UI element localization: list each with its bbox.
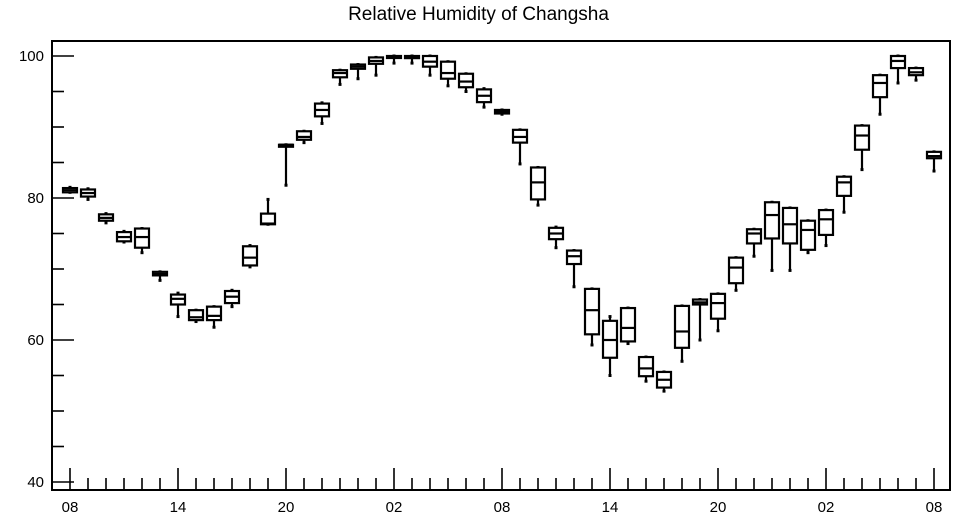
box-plot-item — [817, 208, 835, 248]
box-plot-item — [673, 304, 691, 363]
box-plot-item — [403, 54, 421, 65]
box-plot-item — [475, 87, 493, 109]
box-body — [817, 208, 835, 237]
box-plot-item — [457, 72, 475, 93]
box-plot-item — [781, 206, 799, 272]
box-series — [61, 54, 943, 393]
box-plot-item — [223, 288, 241, 309]
box-plot-item — [799, 219, 817, 255]
box-plot-item — [691, 298, 709, 342]
x-tick-label: 08 — [494, 499, 511, 516]
box-body — [241, 245, 259, 267]
box-plot-item — [439, 60, 457, 88]
box-plot-item — [511, 128, 529, 166]
box-plot-item — [763, 200, 781, 272]
box-plot-item — [241, 244, 259, 269]
box-plot-item — [331, 68, 349, 86]
box-body — [439, 60, 457, 80]
box-plot-item — [313, 101, 331, 125]
box-body — [781, 206, 799, 245]
box-plot-item — [565, 249, 583, 289]
box-body — [709, 292, 727, 320]
box-plot-item — [889, 54, 907, 85]
box-plot-item — [709, 292, 727, 333]
box-plot-item — [619, 306, 637, 346]
box-body — [205, 305, 223, 322]
box-plot-item — [853, 124, 871, 172]
x-tick-label: 20 — [710, 499, 727, 516]
box-body — [835, 175, 853, 197]
box-plot-item — [493, 108, 511, 116]
x-axis: 08 14 20 02 08 14 20 02 08 — [62, 468, 943, 516]
box-plot-item — [637, 355, 655, 383]
box-body — [295, 130, 313, 141]
box-plot-item — [385, 54, 403, 65]
box-plot-item — [295, 129, 313, 145]
box-plot-item — [133, 227, 151, 255]
box-plot-item — [151, 270, 169, 282]
x-tick-label: 14 — [170, 499, 187, 516]
box-plot-item — [601, 315, 619, 377]
box-plot-item — [61, 185, 79, 194]
box-plot-item — [97, 212, 115, 225]
box-plot-item — [349, 63, 367, 81]
box-body — [745, 228, 763, 245]
box-body — [727, 256, 745, 285]
y-axis: 40 60 80 100 — [19, 48, 74, 491]
x-tick-label: 02 — [386, 499, 403, 516]
x-tick-label: 14 — [602, 499, 619, 516]
box-plot-item — [277, 143, 295, 187]
box-body — [637, 355, 655, 378]
box-plot-item — [583, 287, 601, 347]
box-body — [853, 124, 871, 151]
box-plot-item — [925, 150, 943, 173]
box-plot-item — [169, 291, 187, 319]
box-plot-item — [547, 225, 565, 250]
plot-frame — [51, 40, 951, 491]
box-plot-item — [205, 305, 223, 329]
box-plot-item — [529, 165, 547, 207]
x-tick-label: 08 — [62, 499, 79, 516]
box-plot-item — [187, 308, 205, 324]
y-tick-label: 80 — [27, 190, 44, 207]
box-plot-item — [367, 55, 385, 77]
box-plot-item — [835, 175, 853, 214]
box-body — [871, 74, 889, 99]
box-plot-item — [727, 256, 745, 292]
box-plot-item — [655, 370, 673, 393]
box-body — [187, 309, 205, 322]
box-body — [673, 304, 691, 349]
box-plot-item — [871, 73, 889, 116]
x-tick-label: 08 — [926, 499, 943, 516]
box-plot-item — [907, 66, 925, 82]
box-plot-item — [79, 187, 97, 201]
box-body — [619, 306, 637, 343]
box-body — [583, 287, 601, 336]
box-plot-item — [259, 197, 277, 226]
box-plot-item — [421, 54, 439, 77]
box-plot-item — [745, 227, 763, 258]
x-tick-label: 20 — [278, 499, 295, 516]
box-body — [763, 201, 781, 240]
box-plot-item — [115, 229, 133, 244]
box-body — [799, 219, 817, 251]
chart-title: Relative Humidity of Changsha — [348, 4, 609, 25]
y-tick-label: 40 — [27, 474, 44, 491]
y-tick-label: 100 — [19, 48, 44, 65]
y-tick-label: 60 — [27, 332, 44, 349]
x-tick-label: 02 — [818, 499, 835, 516]
